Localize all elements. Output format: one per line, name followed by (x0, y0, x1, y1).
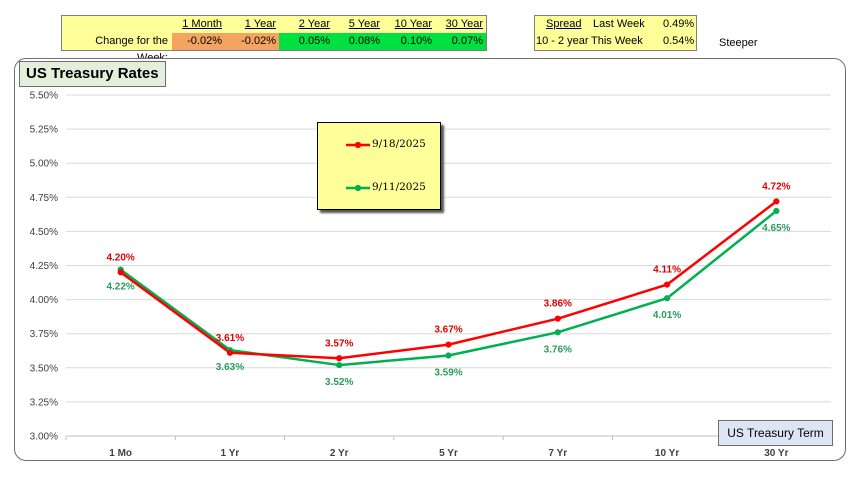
change-1-month: -0.02% (172, 33, 225, 50)
data-point (445, 352, 452, 359)
data-label: 4.01% (653, 310, 681, 321)
chart-title: US Treasury Rates (19, 61, 166, 87)
data-point (117, 269, 124, 276)
y-tick-label: 4.50% (30, 227, 58, 238)
change-5-year: 0.08% (333, 33, 383, 50)
y-tick-label: 3.75% (30, 329, 58, 340)
y-tick-label: 5.00% (30, 159, 58, 170)
legend-swatches (346, 141, 370, 192)
data-label: 4.11% (653, 265, 681, 276)
spread-status: Steeper (719, 37, 758, 49)
header-10-year: 10 Year (394, 18, 432, 30)
header-1-month: 1 Month (182, 18, 222, 30)
y-tick-label: 4.00% (30, 295, 58, 306)
data-label: 4.65% (762, 223, 790, 234)
data-label: 3.67% (434, 325, 462, 336)
data-label: 4.20% (106, 252, 134, 263)
chart-legend: 9/18/2025 9/11/2025 (317, 122, 441, 210)
data-point (663, 295, 671, 302)
data-label: 3.59% (434, 368, 462, 379)
us-treasury-term-button[interactable]: US Treasury Term (718, 420, 833, 446)
spread-header: Spread (546, 18, 582, 30)
data-point (663, 281, 671, 288)
change-30-year: 0.07% (435, 33, 486, 50)
data-point (773, 198, 780, 205)
legend-label-series-1: 9/18/2025 (372, 138, 426, 150)
y-tick-label: 4.75% (30, 193, 58, 204)
x-tick-label: 1 Mo (109, 448, 132, 459)
data-point (336, 355, 343, 362)
data-point (226, 349, 234, 356)
this-week-label: This Week (591, 35, 643, 47)
this-week-value: 0.54% (663, 35, 695, 47)
y-tick-label: 4.25% (30, 261, 58, 272)
legend-marker-series-2 (354, 184, 362, 192)
data-point (445, 341, 452, 348)
data-point (554, 315, 561, 322)
x-tick-label: 2 Yr (330, 448, 349, 459)
x-tick-label: 30 Yr (764, 448, 788, 459)
header-1-year: 1 Year (244, 18, 276, 30)
y-tick-label: 3.50% (30, 363, 58, 374)
legend-label-series-2: 9/11/2025 (372, 181, 426, 193)
y-tick-label: 5.25% (30, 125, 58, 136)
data-label: 3.57% (325, 338, 353, 349)
data-label: 3.86% (544, 299, 572, 310)
data-label: 4.22% (106, 282, 134, 293)
data-point (554, 329, 561, 336)
weekly-change-header-row: 1 Month 1 Year 2 Year 5 Year 10 Year 30 … (62, 16, 486, 33)
data-label: 3.61% (216, 333, 244, 344)
data-label: 3.76% (544, 344, 572, 355)
y-tick-label: 3.25% (30, 397, 58, 408)
data-point (773, 207, 780, 215)
data-point (336, 361, 343, 369)
spread-table: Spread Last Week 0.49% 10 - 2 year This … (534, 15, 697, 51)
y-tick-label: 3.00% (30, 432, 58, 443)
weekly-change-table: 1 Month 1 Year 2 Year 5 Year 10 Year 30 … (61, 15, 487, 64)
change-10-year: 0.10% (383, 33, 435, 50)
spread-row-label: 10 - 2 year (536, 35, 589, 47)
data-label: 3.63% (216, 362, 244, 373)
header-5-year: 5 Year (348, 18, 380, 30)
data-label: 3.52% (325, 377, 353, 388)
x-tick-label: 10 Yr (655, 448, 679, 459)
x-tick-label: 5 Yr (439, 448, 458, 459)
last-week-value: 0.49% (663, 18, 695, 30)
change-1-year: -0.02% (225, 33, 279, 50)
data-label: 4.72% (762, 181, 790, 192)
change-2-year: 0.05% (279, 33, 333, 50)
last-week-label: Last Week (593, 18, 645, 30)
header-2-year: 2 Year (298, 18, 330, 30)
y-tick-label: 5.50% (30, 91, 58, 102)
x-tick-label: 1 Yr (221, 448, 240, 459)
x-tick-label: 7 Yr (548, 448, 567, 459)
header-30-year: 30 Year (445, 18, 483, 30)
legend-marker-series-1 (354, 141, 362, 149)
